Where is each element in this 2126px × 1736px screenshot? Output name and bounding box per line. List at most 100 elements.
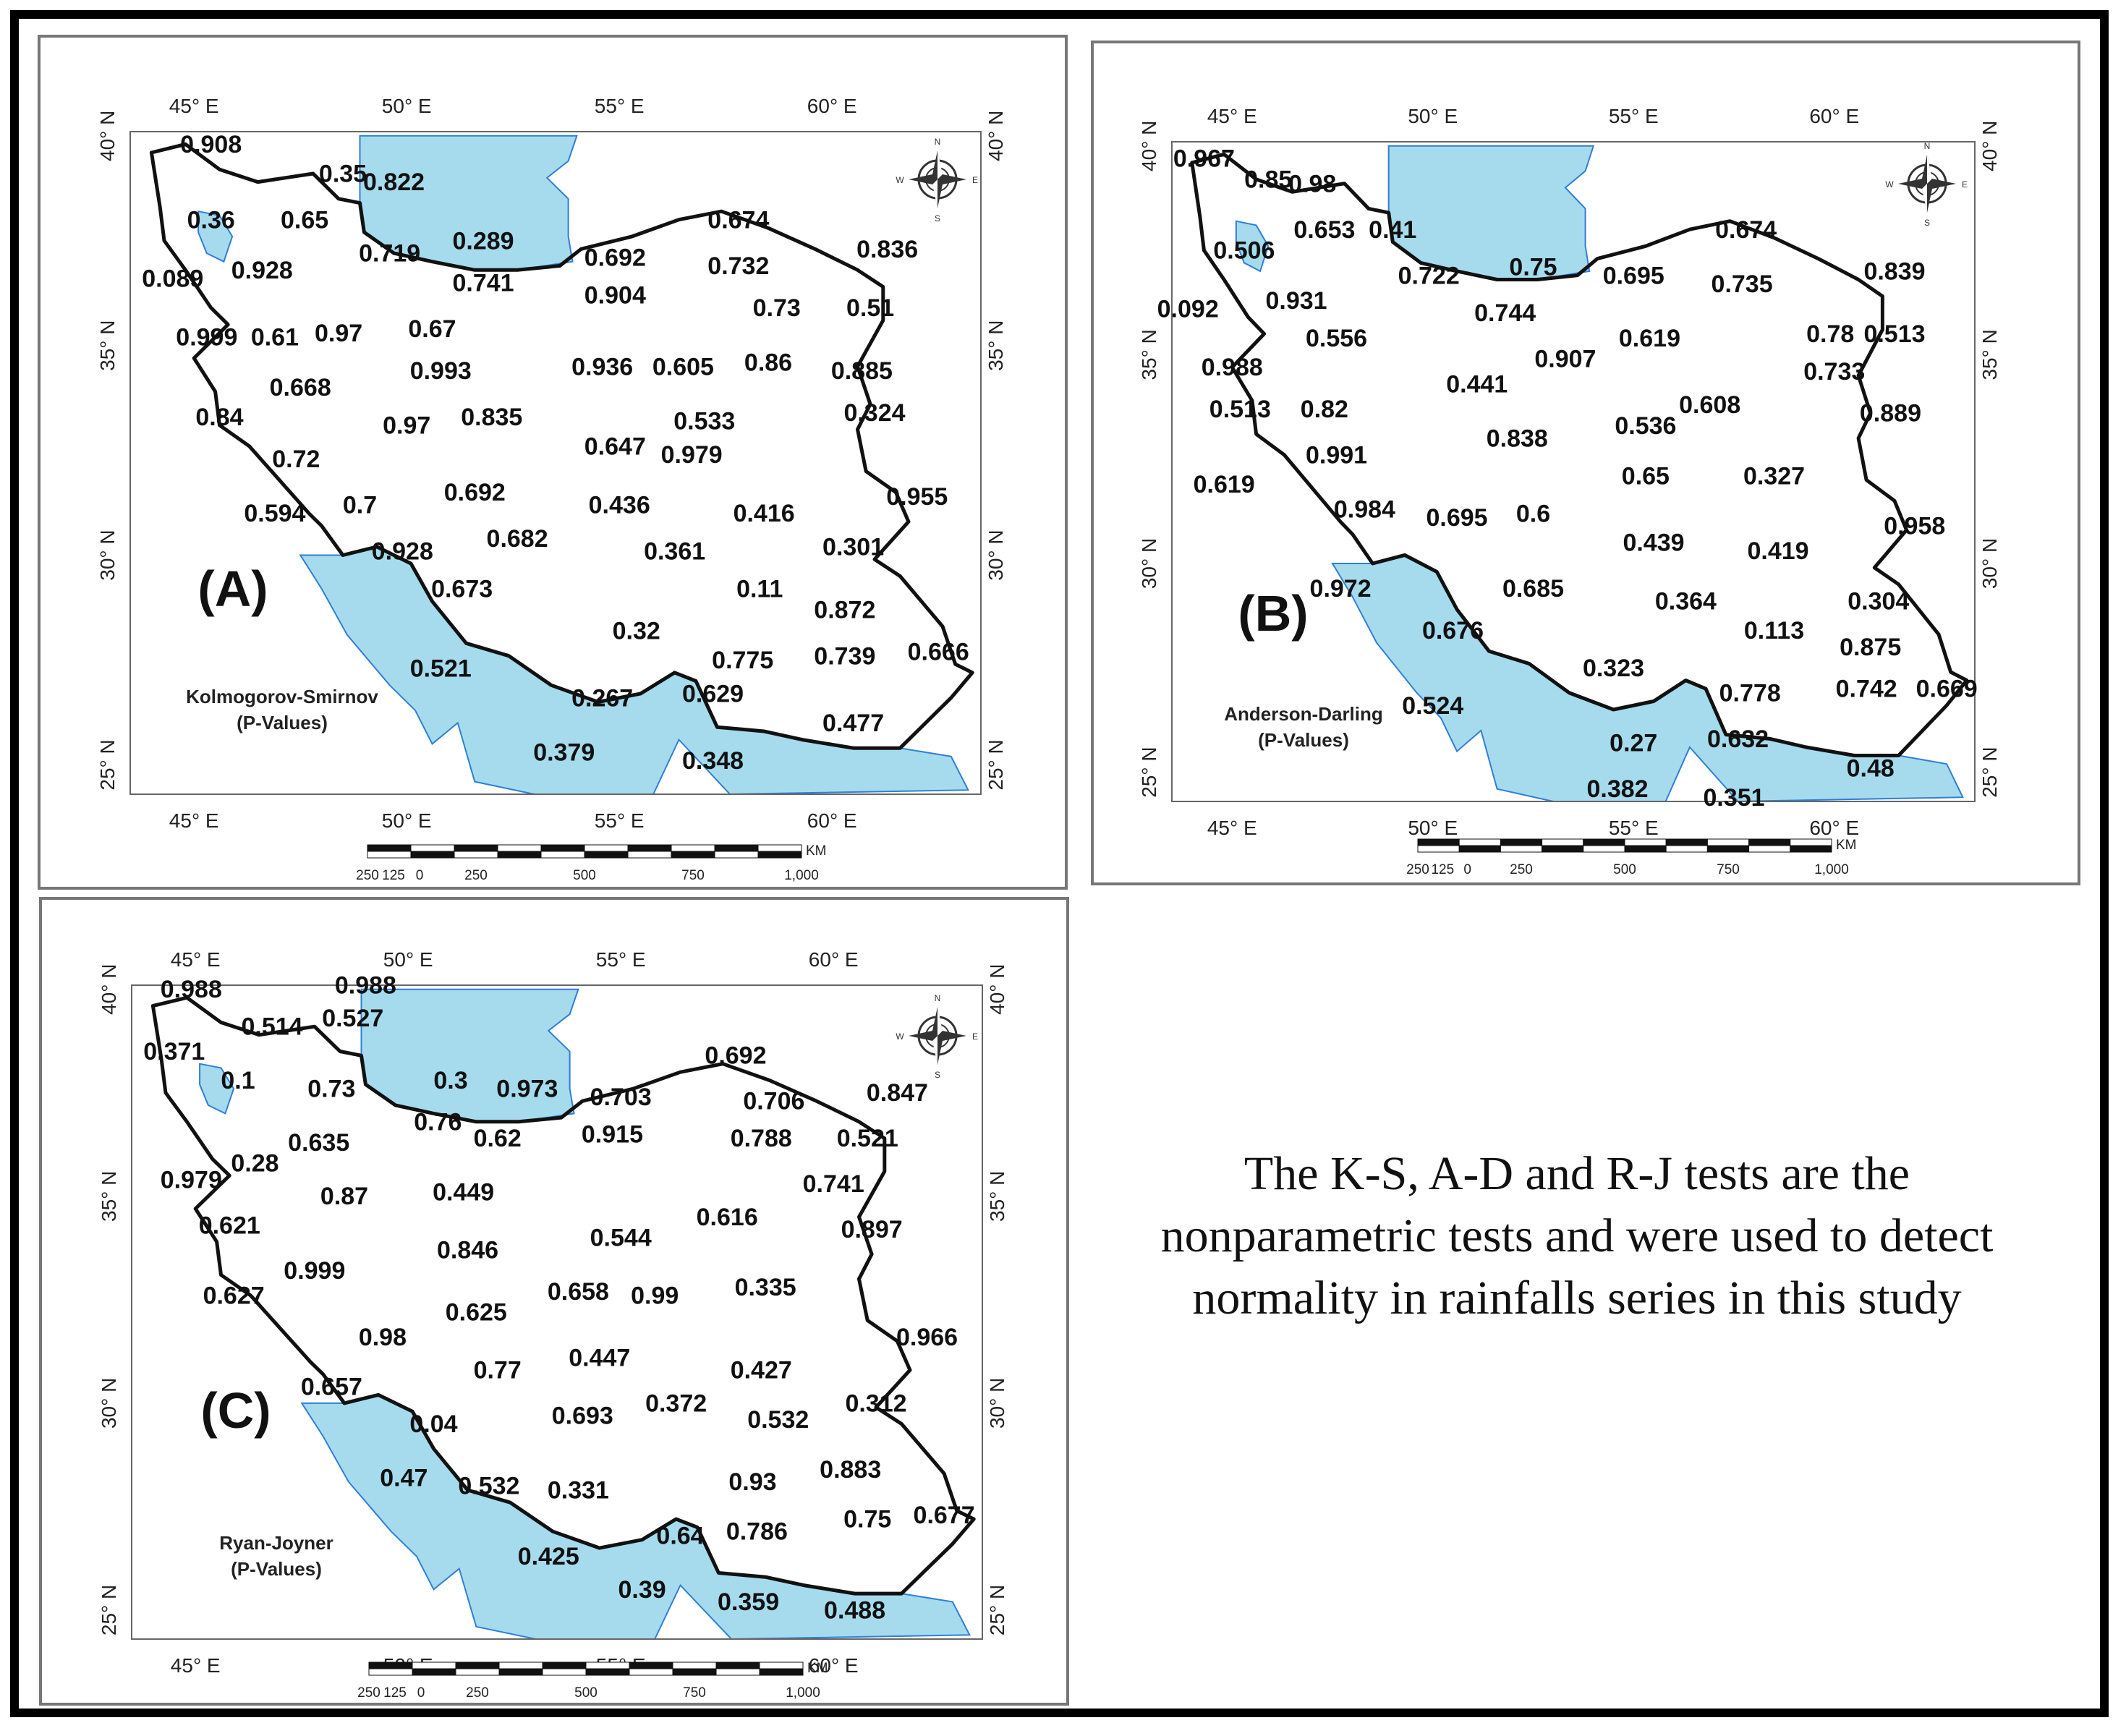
p-value-label: 0.732 xyxy=(707,252,769,280)
p-value-label: 0.416 xyxy=(734,500,795,527)
test-name: Anderson-Darling xyxy=(1224,703,1383,725)
lat-tick-right: 30° N xyxy=(986,1378,1008,1429)
scale-label: 250 xyxy=(464,868,488,883)
p-value-label: 0.928 xyxy=(231,257,293,284)
p-value-label: 0.627 xyxy=(203,1282,265,1310)
p-value-label: 0.7 xyxy=(343,492,377,519)
lat-tick-right: 35° N xyxy=(1978,329,2001,380)
p-value-label: 0.361 xyxy=(644,537,705,565)
p-value-label: 0.999 xyxy=(284,1257,345,1285)
p-value-label: 0.301 xyxy=(822,534,884,561)
lon-tick-bottom: 50° E xyxy=(1408,817,1458,839)
lat-tick-left: 25° N xyxy=(98,1585,120,1635)
map-frame xyxy=(131,984,983,1640)
p-value-label: 0.979 xyxy=(161,1166,222,1194)
lat-tick-left: 35° N xyxy=(1138,329,1160,380)
p-value-label: 0.674 xyxy=(707,206,769,234)
panel-letter-a: (A) xyxy=(197,561,268,617)
p-value-label: 0.741 xyxy=(803,1170,864,1198)
p-value-label: 0.97 xyxy=(383,412,430,439)
p-value-label: 0.351 xyxy=(1703,784,1764,812)
p-value-label: 0.692 xyxy=(584,244,646,272)
p-value-label: 0.966 xyxy=(896,1324,958,1351)
p-value-label: 0.41 xyxy=(1369,216,1416,244)
map-svg-b: 45° E 45° E 50° E 50° E 55° E 55° E 60° E 60° E… xyxy=(1138,105,2001,877)
p-value-label: 0.51 xyxy=(846,294,894,322)
p-value-label: 0.632 xyxy=(1707,726,1769,753)
p-value-label: 0.98 xyxy=(1288,170,1336,197)
p-value-label: 0.513 xyxy=(1863,320,1925,348)
lat-tick-left: 35° N xyxy=(96,320,119,370)
p-value-label: 0.685 xyxy=(1502,575,1564,603)
p-value-label: 0.86 xyxy=(744,349,792,376)
p-value-label: 0.39 xyxy=(618,1576,666,1604)
p-value-label: 0.359 xyxy=(718,1588,779,1616)
scale-label: 500 xyxy=(1613,862,1636,877)
lon-tick-top: 60° E xyxy=(809,948,859,971)
p-value-label: 0.668 xyxy=(270,374,331,401)
p-value-label: 0.972 xyxy=(1310,575,1372,603)
p-value-label: 0.682 xyxy=(487,525,548,553)
lon-tick-top: 55° E xyxy=(595,95,645,117)
p-value-label: 0.76 xyxy=(414,1108,462,1136)
p-value-label: 0.955 xyxy=(886,483,948,511)
panel-letter-c: (C) xyxy=(200,1382,271,1439)
lon-tick-bottom: 45° E xyxy=(1207,817,1257,839)
p-value-label: 0.999 xyxy=(176,324,237,352)
scale-label: 1,000 xyxy=(784,868,819,883)
compass-letter: N xyxy=(935,993,941,1003)
p-value-label: 0.666 xyxy=(908,638,969,665)
p-value-label: 0.441 xyxy=(1446,370,1508,398)
p-value-label: 0.936 xyxy=(571,353,633,380)
p-value-label: 0.733 xyxy=(1803,358,1865,386)
p-value-label: 0.364 xyxy=(1655,587,1717,615)
p-value-label: 0.524 xyxy=(1402,692,1463,720)
compass-rose-icon: N E S W xyxy=(896,993,978,1080)
scale-unit: KM xyxy=(1836,838,1857,853)
p-value-label: 0.722 xyxy=(1398,262,1460,289)
p-value-label: 0.822 xyxy=(363,169,425,196)
p-value-label: 0.621 xyxy=(199,1212,260,1239)
p-value-label: 0.327 xyxy=(1743,462,1805,490)
p-value-label: 0.544 xyxy=(590,1224,652,1251)
p-value-label: 0.477 xyxy=(822,710,884,737)
p-value-label: 0.883 xyxy=(820,1456,881,1484)
p-value-label: 0.838 xyxy=(1487,425,1548,452)
p-value-label: 0.62 xyxy=(474,1125,522,1152)
scale-label: 0 xyxy=(1463,862,1471,877)
lon-tick-top: 55° E xyxy=(1609,105,1659,127)
test-name: Kolmogorov-Smirnov xyxy=(186,686,378,707)
p-value-label: 0.674 xyxy=(1715,216,1777,244)
compass-letter: S xyxy=(935,213,940,224)
p-value-label: 0.875 xyxy=(1840,634,1901,661)
p-value-label: 0.885 xyxy=(831,357,893,385)
lon-tick-bottom: 60° E xyxy=(809,1654,859,1677)
p-value-label: 0.324 xyxy=(843,399,905,427)
p-value-label: 0.677 xyxy=(914,1502,975,1529)
lat-tick-left: 25° N xyxy=(96,739,119,790)
p-value-label: 0.304 xyxy=(1848,587,1909,615)
scale-unit: KM xyxy=(807,1661,828,1676)
p-value-label: 0.988 xyxy=(1202,354,1263,381)
p-value-label: 0.267 xyxy=(571,684,633,712)
p-value-label: 0.27 xyxy=(1610,730,1657,757)
p-value-label: 0.786 xyxy=(726,1518,788,1546)
p-value-label: 0.967 xyxy=(1173,145,1235,173)
p-value-label: 0.348 xyxy=(682,747,744,775)
p-value-label: 0.744 xyxy=(1474,299,1536,327)
scale-label: 250 xyxy=(357,1685,380,1701)
p-value-label: 0.695 xyxy=(1426,504,1488,532)
p-value-label: 0.836 xyxy=(856,236,918,263)
p-value-label: 0.82 xyxy=(1301,396,1348,423)
p-value-label: 0.99 xyxy=(631,1282,679,1310)
lon-tick-bottom: 50° E xyxy=(382,809,432,832)
p-value-label: 0.605 xyxy=(652,353,714,380)
p-value-label: 0.533 xyxy=(673,408,735,435)
lon-tick-bottom: 45° E xyxy=(169,809,219,832)
p-value-label: 0.915 xyxy=(582,1120,643,1148)
scale-label: 500 xyxy=(573,868,596,883)
scale-label: 1,000 xyxy=(786,1685,820,1701)
scale-label: 750 xyxy=(683,1685,706,1701)
